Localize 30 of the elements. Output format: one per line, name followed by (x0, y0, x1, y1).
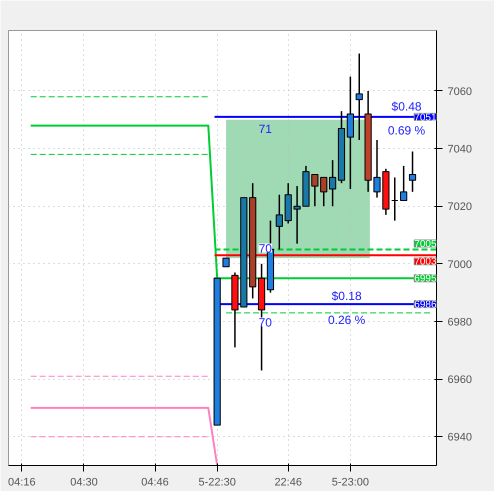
candlestick (391, 176, 398, 222)
x-tick-label: 04:46 (141, 476, 169, 488)
y-tick-label: 7040 (448, 144, 472, 156)
annotation: 0.26 % (328, 312, 366, 327)
x-tick-label: 5-22:30 (198, 476, 236, 488)
candlestick (346, 76, 354, 190)
candlestick (408, 150, 416, 193)
ref-line-label: 7005 (414, 238, 437, 250)
y-tick-label: 7060 (448, 86, 472, 98)
candlestick (356, 52, 363, 141)
x-tick-label: 5-23:00 (332, 476, 370, 488)
candlestick (373, 139, 381, 198)
y-tick-label: 6940 (448, 432, 472, 444)
x-tick-label: 04:30 (70, 476, 98, 488)
ref-line-label: 7003 (414, 256, 437, 268)
annotation: $0.18 (332, 288, 362, 303)
annotation: 70 (258, 315, 272, 330)
ref-line-label: 6986 (414, 300, 437, 311)
y-tick-label: 6980 (448, 316, 472, 328)
annotation: 71 (258, 122, 272, 136)
y-tick-label: 7020 (448, 201, 472, 214)
x-tick-label: 04:16 (8, 476, 36, 488)
ref-line-label: 6995 (414, 274, 437, 285)
y-tick-label: 6960 (448, 374, 472, 386)
x-tick-label: 22:46 (274, 476, 302, 488)
y-tick-label: 7000 (448, 258, 472, 271)
annotation: 70 (258, 242, 272, 256)
annotation: $0.48 (392, 100, 422, 114)
candlestick (400, 165, 408, 202)
annotation: 0.69 % (388, 124, 426, 138)
